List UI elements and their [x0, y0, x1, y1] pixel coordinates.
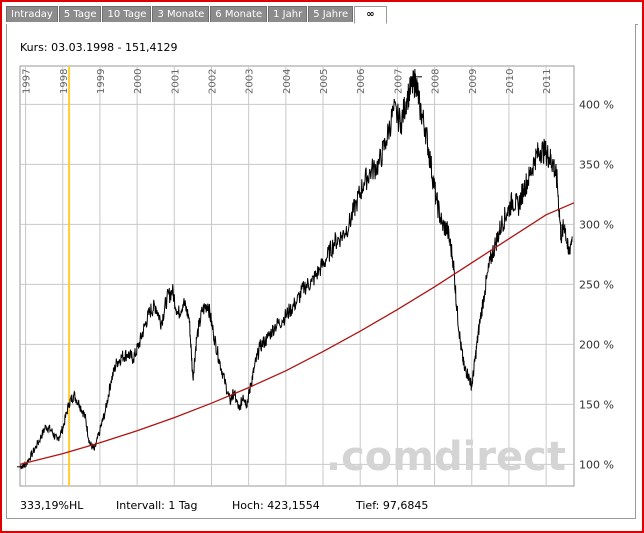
- tab-5[interactable]: 1 Jahr: [268, 6, 308, 22]
- change-value: 333,19%HL: [20, 499, 84, 512]
- y-tick-label: 350 %: [579, 158, 614, 171]
- price-line: [19, 68, 573, 470]
- tab-7[interactable]: ∞: [354, 6, 387, 24]
- timeframe-tabs: Intraday 5 Tage 10 Tage 3 Monate 6 Monate 1 J…: [6, 6, 388, 24]
- y-tick-label: 100 %: [579, 458, 614, 471]
- chart-footer: 333,19%HL Intervall: 1 Tag Hoch: 423,155…: [20, 499, 428, 512]
- tab-2[interactable]: 10 Tage: [102, 6, 152, 22]
- tab-1[interactable]: 5 Tage: [58, 6, 102, 22]
- x-tick-label: 1998: [59, 69, 70, 94]
- tab-6[interactable]: 5 Jahre: [308, 6, 354, 22]
- x-tick-label: 2006: [356, 69, 367, 94]
- x-tick-label: 2004: [282, 69, 293, 94]
- x-tick-label: 2003: [245, 69, 256, 94]
- tab-4[interactable]: 6 Monate: [210, 6, 268, 22]
- x-tick-label: 2009: [468, 69, 479, 94]
- y-tick-label: 250 %: [579, 278, 614, 291]
- x-tick-label: 2005: [319, 69, 330, 94]
- x-tick-label: 1997: [22, 69, 33, 94]
- watermark-logo: .comdirect: [326, 434, 566, 480]
- x-tick-label: 2007: [393, 69, 404, 94]
- tab-0[interactable]: Intraday: [6, 6, 58, 22]
- low-value: Tief: 97,6845: [356, 499, 429, 512]
- y-tick-label: 400 %: [579, 98, 614, 111]
- x-tick-label: 2011: [542, 69, 553, 94]
- x-tick-label: 2000: [133, 69, 144, 94]
- x-tick-label: 1999: [96, 69, 107, 94]
- y-tick-label: 200 %: [579, 338, 614, 351]
- y-tick-label: 150 %: [579, 398, 614, 411]
- x-tick-label: 2001: [170, 69, 181, 94]
- x-tick-label: 2008: [431, 69, 442, 94]
- plot-area: [19, 65, 575, 487]
- price-readout: Kurs: 03.03.1998 - 151,4129: [20, 41, 178, 54]
- tab-3[interactable]: 3 Monate: [152, 6, 210, 22]
- high-value: Hoch: 423,1554: [232, 499, 320, 512]
- y-tick-label: 300 %: [579, 218, 614, 231]
- x-tick-label: 2010: [505, 69, 516, 94]
- x-tick-label: 2002: [207, 69, 218, 94]
- interval-value: Intervall: 1 Tag: [116, 499, 198, 512]
- trend-line: [19, 202, 575, 466]
